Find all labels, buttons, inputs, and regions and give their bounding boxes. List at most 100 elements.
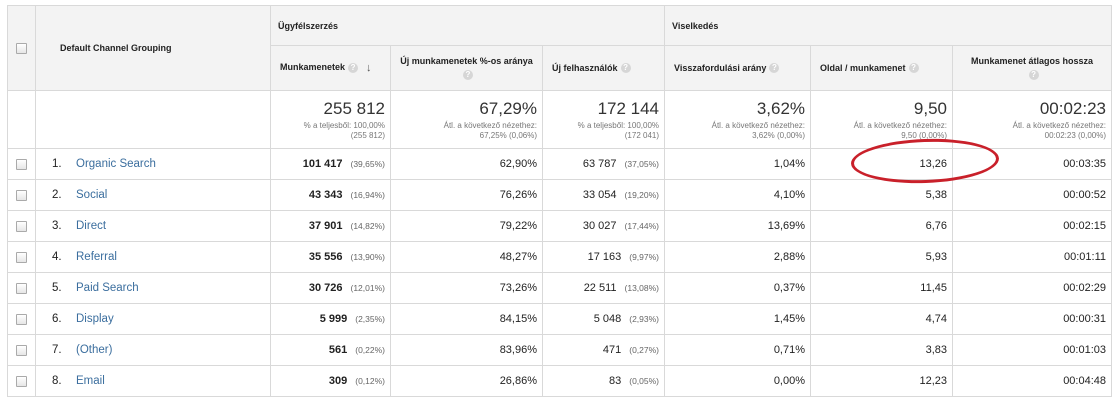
sessions-cell: 30 726 (12,01%) bbox=[270, 272, 391, 304]
sessions-cell: 43 343 (16,94%) bbox=[270, 179, 391, 211]
total-value: 3,62% bbox=[756, 99, 806, 118]
row-check-cell bbox=[7, 365, 36, 397]
group-acquisition: Ügyfélszerzés bbox=[269, 5, 666, 46]
avg-session-duration-cell: 00:02:15 bbox=[952, 210, 1113, 242]
channel-cell: 3. Direct bbox=[35, 210, 271, 242]
col-header-label: Új felhasználók bbox=[552, 62, 618, 73]
channel-link[interactable]: Organic Search bbox=[76, 158, 156, 170]
row-check-cell bbox=[7, 303, 36, 335]
total-new-users: 172 144 % a teljesből: 100,00% (172 041) bbox=[541, 90, 666, 149]
col-header-sessions[interactable]: Munkamenetek? ↓ bbox=[270, 45, 391, 91]
new-users-pct: (9,97%) bbox=[629, 252, 660, 262]
total-note: 00:02:23 (0,00%) bbox=[1044, 131, 1107, 140]
new-users-cell: 63 787 (37,05%) bbox=[541, 148, 666, 180]
bounce-rate-cell: 13,69% bbox=[664, 210, 812, 242]
new-users-pct: (13,08%) bbox=[624, 283, 660, 293]
pages-per-session-cell: 3,83 bbox=[810, 334, 954, 366]
bounce-rate-cell: 2,88% bbox=[664, 241, 812, 273]
channel-link[interactable]: Social bbox=[76, 189, 108, 201]
bounce-rate-cell: 1,04% bbox=[664, 148, 812, 180]
channel-link[interactable]: Paid Search bbox=[76, 282, 139, 294]
row-checkbox[interactable] bbox=[16, 375, 27, 387]
channel-cell: 5. Paid Search bbox=[35, 272, 271, 304]
new-users-value: 5 048 bbox=[593, 313, 622, 325]
row-checkbox[interactable] bbox=[16, 313, 27, 325]
new-users-pct: (17,44%) bbox=[624, 221, 660, 231]
help-icon[interactable]: ? bbox=[620, 63, 631, 74]
totals-row: 255 812% a teljesből: 100,00% (255 812) 6… bbox=[7, 90, 1113, 149]
col-header-avg-session-duration[interactable]: Munkamenet átlagos hossza? bbox=[952, 45, 1113, 91]
total-bounce-rate: 3,62% Átl. a következő nézethez: 3,62% (0,… bbox=[664, 90, 812, 149]
sessions-value: 35 556 bbox=[308, 251, 343, 263]
new-users-value: 63 787 bbox=[582, 158, 617, 170]
row-index: 5. bbox=[52, 282, 62, 294]
pages-per-session-cell: 4,74 bbox=[810, 303, 954, 335]
select-all-cell bbox=[7, 5, 36, 91]
channel-link[interactable]: Email bbox=[76, 375, 105, 387]
help-icon[interactable]: ? bbox=[908, 63, 919, 74]
col-header-bounce-rate[interactable]: Visszafordulási arány? bbox=[664, 45, 812, 91]
channel-link[interactable]: Referral bbox=[76, 251, 117, 263]
channel-cell: 1. Organic Search bbox=[35, 148, 271, 180]
new-users-pct: (19,20%) bbox=[624, 190, 660, 200]
new-sessions-pct-cell: 62,90% bbox=[390, 148, 543, 180]
channel-cell: 6. Display bbox=[35, 303, 271, 335]
sort-descending-icon[interactable]: ↓ bbox=[366, 61, 372, 74]
channel-link[interactable]: (Other) bbox=[76, 344, 113, 356]
total-avg-session-duration: 00:02:23 Átl. a következő nézethez: 00:02:… bbox=[952, 90, 1113, 149]
row-checkbox[interactable] bbox=[16, 251, 27, 263]
new-sessions-pct-cell: 84,15% bbox=[390, 303, 543, 335]
help-icon[interactable]: ? bbox=[1028, 69, 1039, 80]
help-icon[interactable]: ? bbox=[463, 69, 473, 80]
table-row: 7. (Other) 561 (0,22%) 83,96% 471 (0,27%) 0… bbox=[7, 334, 1113, 366]
avg-session-duration-cell: 00:01:11 bbox=[952, 241, 1113, 273]
help-icon[interactable]: ? bbox=[769, 63, 780, 74]
row-checkbox[interactable] bbox=[16, 220, 27, 232]
group-header-row: Default Channel Grouping Ügyfélszerzés V… bbox=[7, 5, 1113, 91]
row-checkbox[interactable] bbox=[16, 158, 27, 170]
table-row: 8. Email 309 (0,12%) 26,86% 83 (0,05%) 0,00… bbox=[7, 365, 1113, 397]
sessions-pct: (12,01%) bbox=[350, 283, 386, 293]
col-header-pages-per-session[interactable]: Oldal / munkamenet? bbox=[810, 45, 954, 91]
table-row: 5. Paid Search 30 726 (12,01%) 73,26% 22 5… bbox=[7, 272, 1113, 304]
dimension-header[interactable]: Default Channel Grouping bbox=[35, 5, 271, 91]
avg-session-duration-cell: 00:00:31 bbox=[952, 303, 1113, 335]
col-header-new-sessions-pct[interactable]: Új munkamenetek %-os aránya? bbox=[390, 45, 543, 91]
new-users-pct: (2,93%) bbox=[629, 314, 660, 324]
col-header-label: Munkamenet átlagos hossza bbox=[970, 56, 1094, 66]
total-note: Átl. a következő nézethez: bbox=[853, 121, 948, 130]
new-users-value: 17 163 bbox=[587, 251, 622, 263]
new-sessions-pct-cell: 83,96% bbox=[390, 334, 543, 366]
sessions-cell: 101 417 (39,65%) bbox=[270, 148, 391, 180]
help-icon[interactable]: ? bbox=[348, 63, 359, 74]
row-index: 3. bbox=[52, 220, 62, 232]
sessions-value: 561 bbox=[328, 344, 348, 356]
total-sessions: 255 812 % a teljesből: 100,00% (255 812) bbox=[270, 90, 391, 149]
avg-session-duration-cell: 00:03:35 bbox=[952, 148, 1113, 180]
total-note: Átl. a következő nézethez: bbox=[1012, 121, 1107, 130]
row-index: 4. bbox=[52, 251, 62, 263]
sessions-cell: 309 (0,12%) bbox=[270, 365, 391, 397]
channel-link[interactable]: Display bbox=[76, 313, 114, 325]
bounce-rate-cell: 0,37% bbox=[664, 272, 812, 304]
table-row: 6. Display 5 999 (2,35%) 84,15% 5 048 (2,93… bbox=[7, 303, 1113, 335]
column-header-row: Munkamenetek? ↓ Új munkamenetek %-os arán… bbox=[7, 45, 1113, 91]
row-checkbox[interactable] bbox=[16, 282, 27, 294]
new-users-cell: 30 027 (17,44%) bbox=[541, 210, 666, 242]
channel-link[interactable]: Direct bbox=[76, 220, 107, 232]
total-note: (255 812) bbox=[350, 131, 385, 140]
row-checkbox[interactable] bbox=[16, 344, 27, 356]
sessions-value: 309 bbox=[328, 375, 348, 387]
row-checkbox[interactable] bbox=[16, 189, 27, 201]
totals-dim-cell bbox=[35, 90, 271, 149]
new-users-pct: (0,05%) bbox=[629, 376, 660, 386]
total-value: 67,29% bbox=[479, 99, 537, 118]
sessions-value: 30 726 bbox=[308, 282, 343, 294]
select-all-checkbox[interactable] bbox=[16, 42, 27, 54]
pages-per-session-cell: 13,26 bbox=[810, 148, 954, 180]
col-header-new-users[interactable]: Új felhasználók? bbox=[541, 45, 666, 91]
sessions-value: 43 343 bbox=[308, 189, 343, 201]
sessions-value: 101 417 bbox=[302, 158, 343, 170]
channel-report-table: Default Channel Grouping Ügyfélszerzés V… bbox=[7, 5, 1113, 397]
sessions-value: 37 901 bbox=[308, 220, 343, 232]
